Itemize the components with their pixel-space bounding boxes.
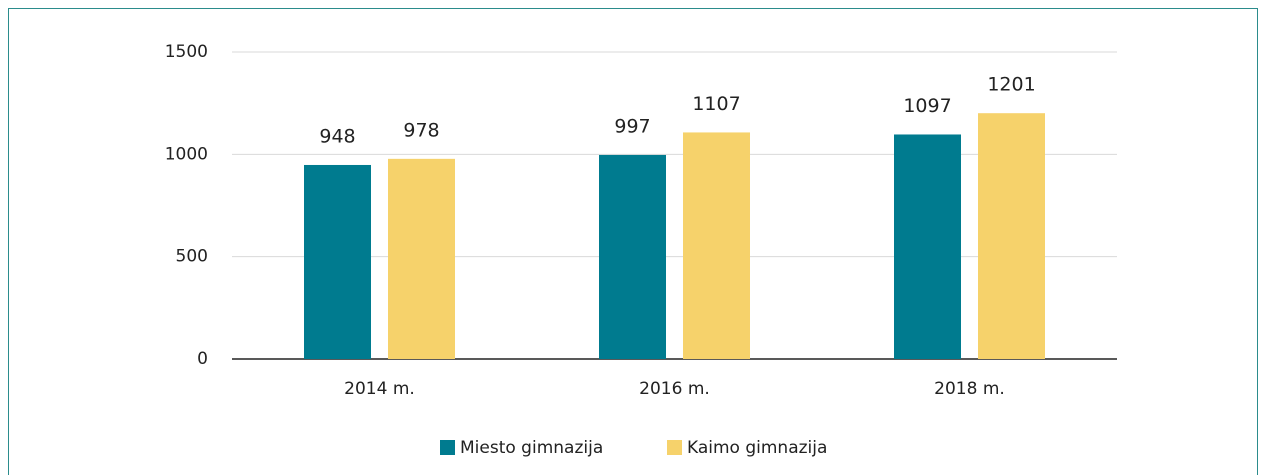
legend-label: Kaimo gimnazija (687, 438, 827, 458)
legend-label: Miesto gimnazija (460, 438, 603, 458)
bar (894, 134, 961, 359)
data-label: 1107 (692, 93, 740, 115)
x-tick-label: 2014 m. (344, 379, 415, 399)
x-tick-label: 2018 m. (934, 379, 1005, 399)
y-tick-label: 500 (176, 247, 208, 267)
y-tick-label: 0 (197, 349, 208, 369)
legend-swatch (667, 440, 682, 455)
bar (978, 113, 1045, 359)
data-label: 948 (319, 125, 355, 147)
data-label: 1097 (903, 95, 951, 117)
bar (683, 132, 750, 359)
data-label: 978 (403, 119, 439, 141)
bar (304, 164, 371, 359)
data-label: 1201 (987, 74, 1035, 96)
frame (8, 8, 1258, 475)
y-tick-label: 1500 (165, 42, 208, 62)
x-tick-label: 2016 m. (639, 379, 710, 399)
data-label: 997 (614, 115, 650, 137)
bar (599, 154, 666, 359)
legend-swatch (440, 440, 455, 455)
y-tick-label: 1000 (165, 144, 208, 164)
bar (388, 158, 455, 359)
